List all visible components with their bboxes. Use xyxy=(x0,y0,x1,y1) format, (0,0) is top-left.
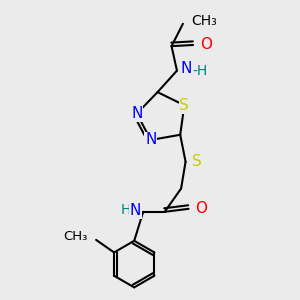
Text: N: N xyxy=(131,106,142,121)
Text: CH₃: CH₃ xyxy=(191,14,217,28)
Text: -H: -H xyxy=(192,64,207,78)
Text: N: N xyxy=(130,203,141,218)
Text: N: N xyxy=(145,133,157,148)
Text: H: H xyxy=(120,203,130,217)
Text: S: S xyxy=(192,154,202,169)
Text: N: N xyxy=(181,61,192,76)
Text: CH₃: CH₃ xyxy=(63,230,88,243)
Text: S: S xyxy=(179,98,189,113)
Text: O: O xyxy=(200,38,211,52)
Text: O: O xyxy=(195,201,207,216)
